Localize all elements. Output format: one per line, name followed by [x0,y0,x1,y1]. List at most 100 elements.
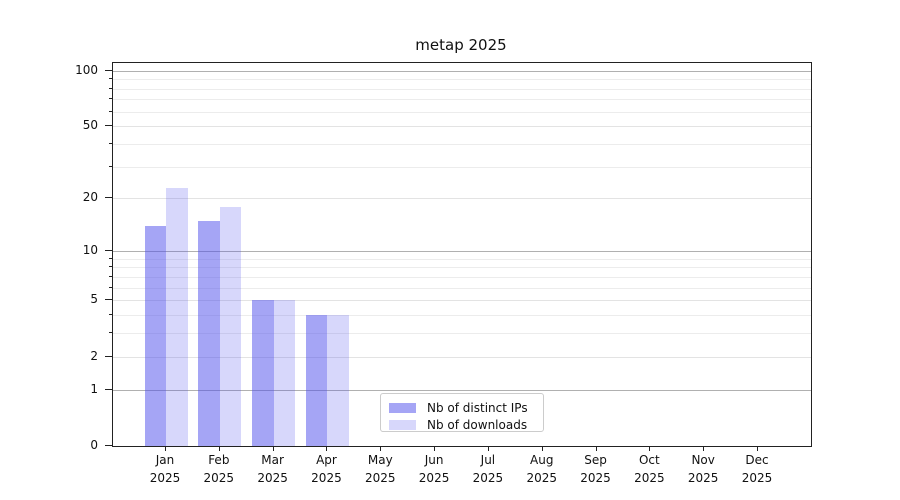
gridline-minor [113,258,811,260]
gridline-major [113,70,811,72]
x-tick-month: Jan [155,453,175,467]
x-tick-year: 2025 [418,471,450,485]
bar-nb-of-distinct-ips-mar [252,300,274,446]
x-tick-label: Nov 2025 [671,451,735,487]
x-tick-year: 2025 [526,471,557,485]
y-tick-label: 100 [75,62,98,77]
x-tick-month: Aug [530,453,554,467]
x-tick-mark [487,446,489,451]
x-tick-year: 2025 [311,471,342,485]
x-tick-label: Aug 2025 [510,451,574,487]
legend-entry-downloads: Nb of downloads [389,418,535,434]
x-tick-mark [757,446,758,451]
x-tick-year: 2025 [364,471,396,485]
bar-nb-of-distinct-ips-apr [305,315,328,446]
legend: Nb of distinct IPs Nb of downloads [380,393,544,432]
x-tick-label: Jul 2025 [456,451,520,487]
legend-entry-distinct-ips: Nb of distinct IPs [389,400,535,416]
x-tick-year: 2025 [149,471,181,485]
y-axis: 0 1 2 5 10 20 50 100 [0,62,112,452]
y-minor-tick-mark [109,314,112,316]
y-minor-tick-mark [109,275,112,277]
bar-nb-of-distinct-ips-feb [198,220,220,446]
x-tick-label: Mar 2025 [241,451,305,487]
bar-nb-of-downloads-mar [273,300,296,446]
x-tick-mark [218,446,220,451]
x-tick-month: May [367,453,393,467]
gridline-minor [113,276,811,278]
gridline-minor [113,143,811,145]
legend-label: Nb of distinct IPs [427,400,528,415]
x-tick-label: Jun 2025 [402,451,466,487]
plot-area: Nb of distinct IPs Nb of downloads [112,62,812,447]
y-tick-label: 0 [90,438,98,452]
x-tick-year: 2025 [687,471,719,485]
x-tick-mark [541,446,543,451]
x-tick-mark [434,446,436,451]
x-tick-label: Apr 2025 [294,451,358,487]
y-minor-tick-mark [109,257,112,259]
legend-swatch-distinct-ips [389,402,416,413]
y-minor-tick-mark [109,98,112,100]
x-tick-mark [165,446,166,451]
gridline-major [113,250,811,252]
gridline-minor [113,111,811,113]
x-tick-month: Sep [584,453,607,467]
x-tick-year: 2025 [257,471,288,485]
y-tick-label: 1 [90,381,98,396]
legend-swatch-downloads [389,420,416,431]
gridline-minor [113,315,811,317]
gridline-minor [113,198,811,200]
y-tick-mark [105,299,112,301]
y-minor-tick-mark [109,87,112,89]
y-minor-tick-mark [109,332,112,334]
x-tick-label: Sep 2025 [564,451,628,487]
x-tick-year: 2025 [203,471,235,485]
y-minor-tick-mark [109,78,112,80]
y-minor-tick-mark [109,266,112,268]
x-tick-month: Mar [261,453,284,467]
bar-nb-of-downloads-feb [219,206,242,446]
y-tick-mark [105,197,112,199]
y-tick-mark [105,355,112,357]
x-tick-label: May 2025 [348,451,412,487]
gridline-minor [113,300,811,302]
x-tick-month: Dec [745,453,769,467]
x-tick-mark [649,446,651,451]
x-tick-month: Nov [691,453,715,467]
x-tick-label: Oct 2025 [617,451,681,487]
y-tick-label: 10 [82,242,98,257]
gridline-minor [113,267,811,269]
bar-nb-of-distinct-ips-jan [144,225,166,446]
gridline-minor [113,356,811,358]
gridline-major [113,389,811,391]
y-minor-tick-mark [109,165,112,167]
y-tick-label: 2 [90,348,98,363]
y-tick-mark [105,69,112,71]
x-tick-mark [326,446,328,451]
gridline-minor [113,287,811,289]
x-axis: Jan 2025 Feb 2025 Mar 2025 Apr 2025 May 2025 Jun 20… [112,445,810,500]
x-tick-label: Feb 2025 [187,451,251,487]
x-tick-mark [703,446,705,451]
legend-label: Nb of downloads [427,418,528,433]
gridline-minor [113,79,811,81]
x-tick-mark [272,446,274,451]
gridline-minor [113,166,811,168]
x-tick-year: 2025 [741,471,773,485]
y-minor-tick-mark [109,142,112,144]
x-tick-month: Feb [208,453,230,467]
x-tick-month: Apr [316,453,337,467]
y-tick-mark [105,388,112,390]
x-tick-year: 2025 [634,471,665,485]
bar-nb-of-downloads-jan [166,187,188,446]
y-tick-mark [105,445,112,446]
x-tick-month: Jun [424,453,444,467]
gridline-minor [113,126,811,128]
bar-nb-of-downloads-apr [327,315,349,446]
x-tick-label: Jan 2025 [133,451,197,487]
y-tick-label: 50 [82,118,98,133]
x-tick-mark [595,446,597,451]
chart-title: metap 2025 [415,36,507,54]
